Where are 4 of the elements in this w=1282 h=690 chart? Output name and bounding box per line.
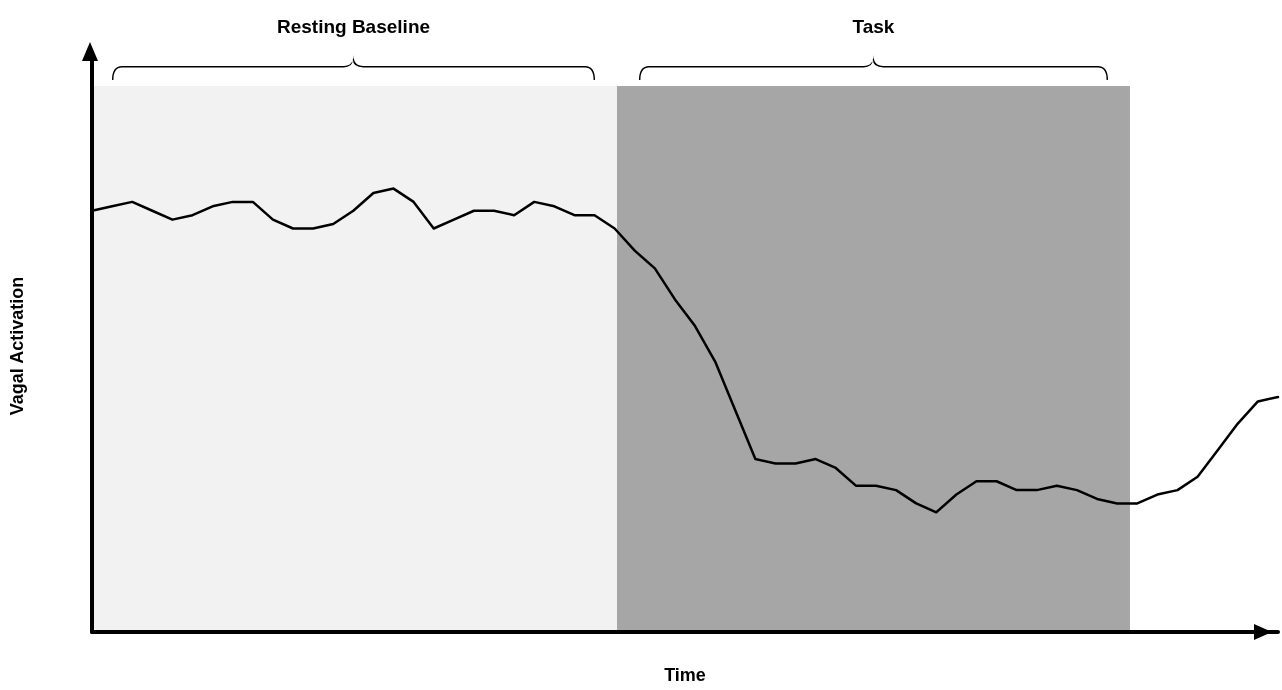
y-axis-title: Vagal Activation — [7, 276, 27, 416]
text: Resting Baseline — [276, 15, 431, 37]
text: Task — [852, 15, 895, 37]
x-axis-title: Time — [664, 665, 706, 685]
